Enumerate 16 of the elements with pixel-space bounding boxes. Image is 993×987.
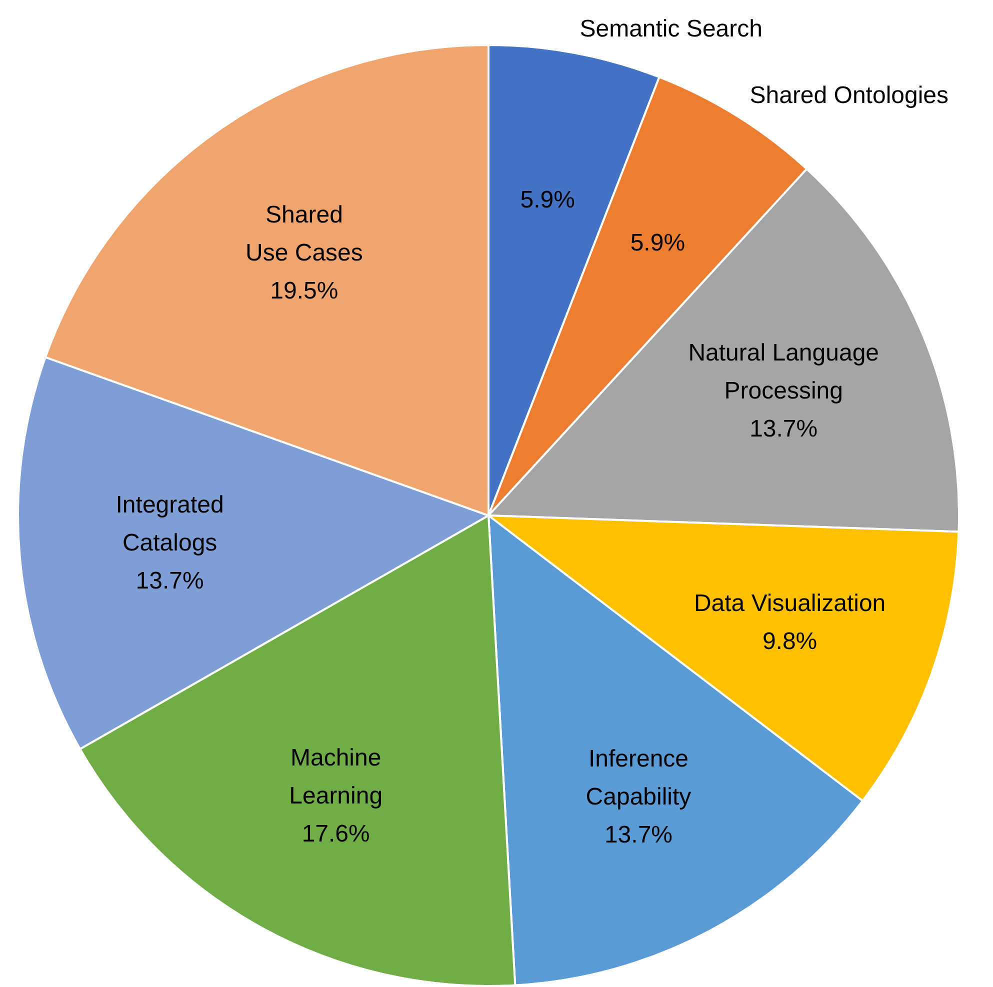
slice-label: Integrated Catalogs [116, 491, 224, 556]
data-label: 5.9% [520, 186, 575, 214]
slice-label: Data Visualization [694, 590, 886, 617]
data-label: 9.8% [762, 628, 818, 655]
slice-label: Natural Language Processing [688, 340, 880, 405]
data-label: 19.5% [270, 278, 338, 305]
slice-label: Inference Capability [586, 746, 692, 811]
data-label: 13.7% [604, 822, 673, 849]
data-label: 13.7% [136, 567, 204, 594]
slice-label: Machine Learning [289, 744, 383, 810]
data-label: 13.7% [750, 416, 818, 443]
slice-label: Shared Ontologies [750, 82, 949, 109]
slice-label: Semantic Search [580, 16, 762, 43]
data-label: 5.9% [630, 230, 686, 257]
slice-label: Shared Use Cases [246, 202, 363, 267]
data-label: 17.6% [302, 820, 370, 848]
